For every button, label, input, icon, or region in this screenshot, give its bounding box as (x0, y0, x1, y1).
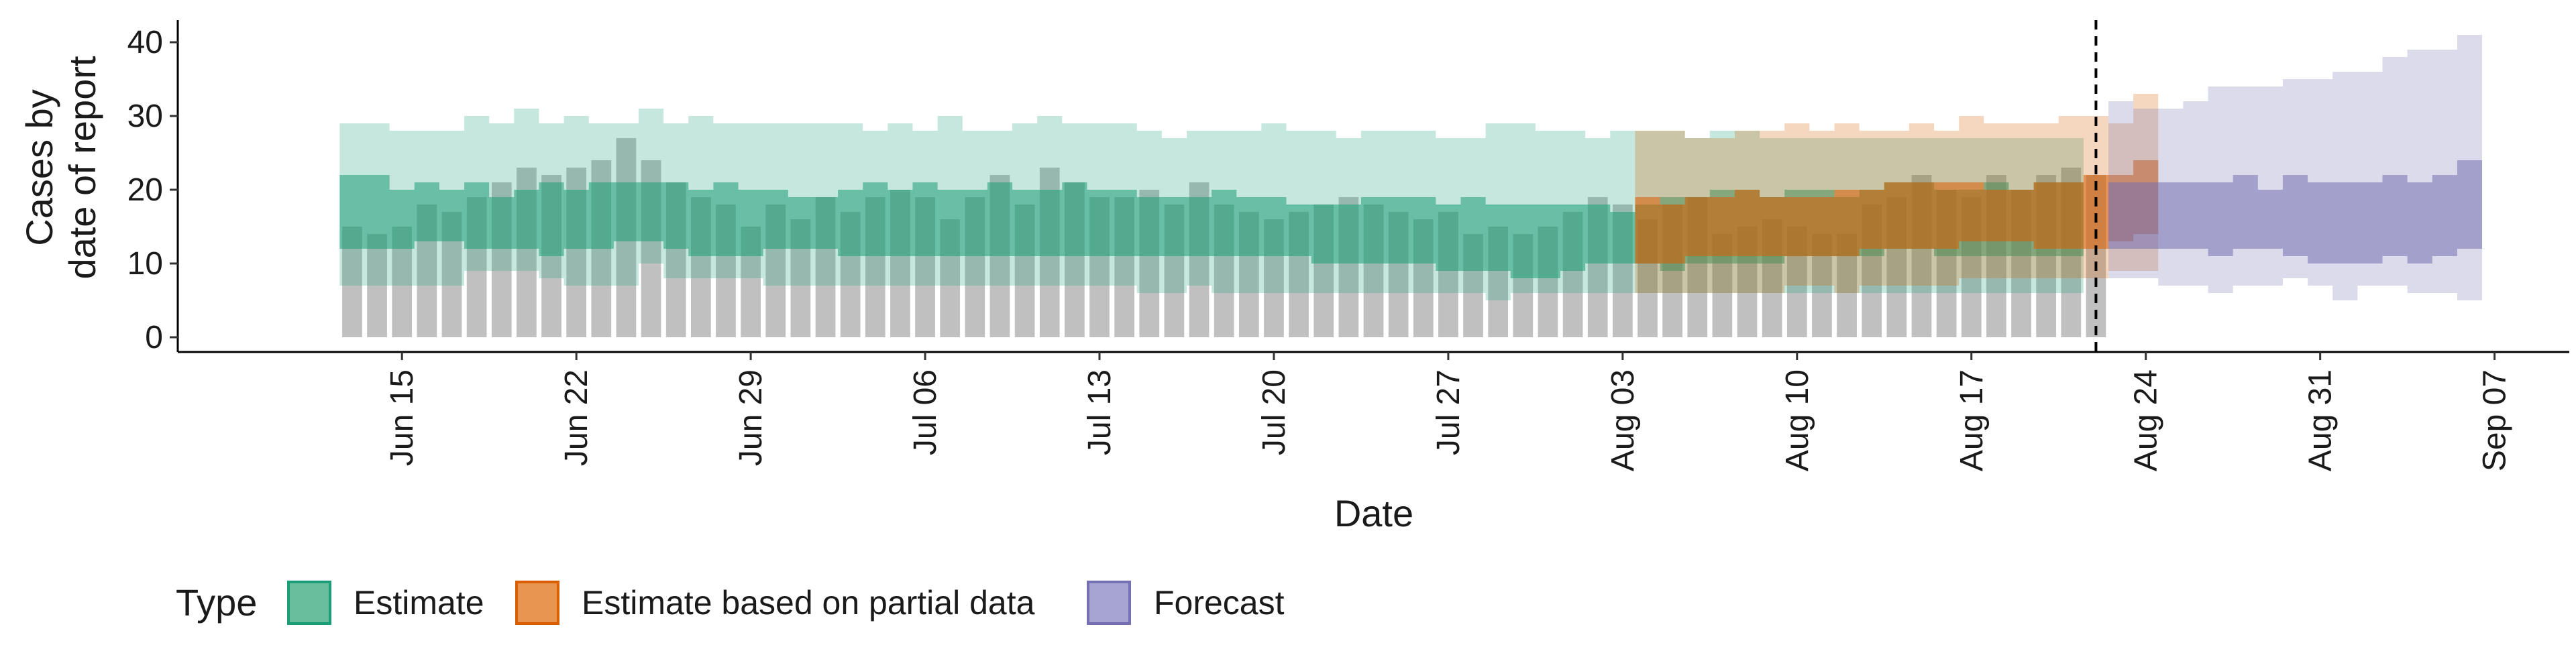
y-tick-label: 10 (127, 246, 163, 282)
x-tick-label: Jun 29 (733, 369, 769, 466)
legend-swatch-partial (515, 581, 559, 625)
legend-label-partial: Estimate based on partial data (582, 584, 1035, 622)
x-tick-label: Aug 17 (1954, 369, 1990, 471)
x-tick-label: Jun 15 (384, 369, 420, 466)
x-tick-label: Jul 27 (1431, 369, 1466, 455)
legend-swatch-forecast (1087, 581, 1131, 625)
y-axis-title: Cases by date of report (18, 56, 103, 280)
x-tick-label: Aug 24 (2129, 369, 2164, 471)
y-tick-label: 0 (145, 320, 163, 355)
x-tick-label: Aug 10 (1780, 369, 1815, 471)
axes: 0 10 20 30 40 Jun 15 Jun 22 Jun 29 Jul 06 Jul 13 J… (127, 20, 2569, 471)
x-tick-label: Jul 13 (1082, 369, 1118, 455)
x-tick-label: Sep 07 (2477, 369, 2513, 471)
y-tick-label: 40 (127, 25, 163, 60)
x-tick-label: Aug 31 (2303, 369, 2339, 471)
case-bar (367, 234, 387, 337)
y-axis-title-line-1: Cases by (18, 89, 60, 245)
x-axis-title: Date (1334, 492, 1413, 534)
legend-label-forecast: Forecast (1154, 584, 1285, 622)
legend-title: Type (176, 581, 257, 624)
ribbon-inner-estimate-based-on-partial-data (1635, 160, 2159, 263)
legend: Type Estimate Estimate based on partial … (176, 581, 1285, 625)
x-tick-label: Jul 06 (908, 369, 943, 455)
y-axis-title-line-2: date of report (61, 56, 103, 280)
x-tick-label: Aug 03 (1605, 369, 1641, 471)
x-tick-label: Jun 22 (559, 369, 594, 466)
y-tick-label: 30 (127, 99, 163, 134)
y-tick-label: 20 (127, 172, 163, 208)
legend-swatch-estimate (287, 581, 331, 625)
plot-area (339, 20, 2483, 352)
ribbon-inner-forecast (2108, 160, 2483, 263)
x-tick-label: Jul 20 (1256, 369, 1292, 455)
legend-label-estimate: Estimate (354, 584, 484, 622)
